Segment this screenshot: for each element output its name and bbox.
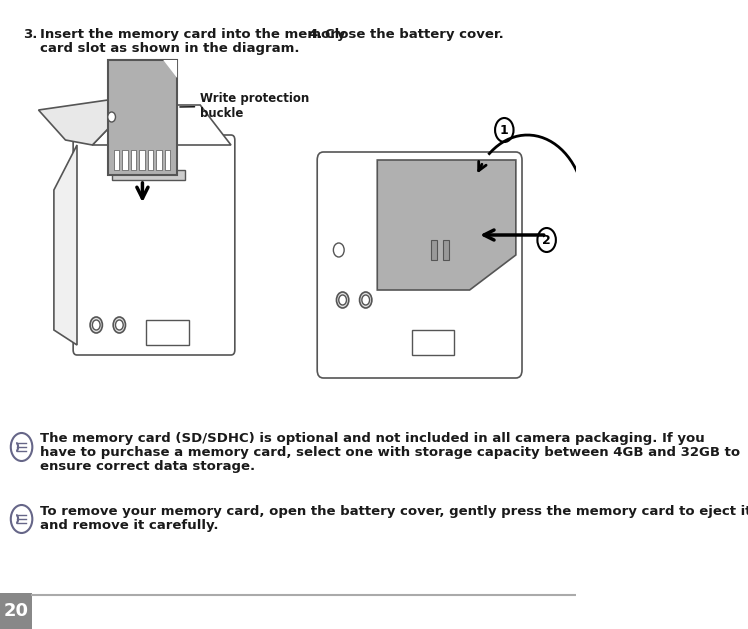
Polygon shape: [54, 145, 77, 345]
Circle shape: [93, 320, 100, 330]
Bar: [147, 320, 188, 345]
Circle shape: [337, 292, 349, 308]
Circle shape: [108, 112, 115, 122]
Text: 2: 2: [542, 235, 551, 247]
Bar: [139, 150, 145, 170]
Circle shape: [90, 317, 102, 333]
Bar: [148, 150, 153, 170]
Bar: [0, 593, 32, 629]
Text: Close the battery cover.: Close the battery cover.: [325, 28, 503, 41]
Polygon shape: [163, 60, 177, 78]
Text: To remove your memory card, open the battery cover, gently press the memory card: To remove your memory card, open the bat…: [40, 505, 748, 518]
Circle shape: [10, 433, 32, 461]
Bar: [156, 150, 162, 170]
Text: 4.: 4.: [308, 28, 322, 41]
Text: ensure correct data storage.: ensure correct data storage.: [40, 460, 255, 473]
Text: and remove it carefully.: and remove it carefully.: [40, 519, 218, 532]
Bar: [431, 240, 438, 260]
Bar: [131, 150, 136, 170]
Text: The memory card (SD/SDHC) is optional and not included in all camera packaging. : The memory card (SD/SDHC) is optional an…: [40, 432, 705, 445]
Circle shape: [113, 317, 126, 333]
Text: Insert the memory card into the memory: Insert the memory card into the memory: [40, 28, 346, 41]
Circle shape: [360, 292, 372, 308]
Bar: [108, 60, 177, 175]
Circle shape: [10, 505, 32, 533]
Text: Write protection
buckle: Write protection buckle: [180, 92, 310, 120]
Text: 1: 1: [500, 125, 509, 138]
Text: card slot as shown in the diagram.: card slot as shown in the diagram.: [40, 42, 299, 55]
Bar: [412, 330, 454, 355]
Polygon shape: [93, 105, 231, 145]
Text: 20: 20: [4, 602, 28, 620]
Circle shape: [339, 295, 346, 305]
Text: have to purchase a memory card, select one with storage capacity between 4GB and: have to purchase a memory card, select o…: [40, 446, 741, 459]
FancyBboxPatch shape: [73, 135, 235, 355]
Text: 3.: 3.: [23, 28, 37, 41]
Circle shape: [537, 228, 556, 252]
Bar: [111, 170, 185, 180]
Polygon shape: [38, 100, 131, 145]
Polygon shape: [377, 160, 516, 290]
Bar: [165, 150, 170, 170]
Circle shape: [334, 243, 344, 257]
Bar: [123, 150, 128, 170]
Circle shape: [362, 295, 370, 305]
Bar: [443, 240, 449, 260]
Circle shape: [495, 118, 514, 142]
Bar: [114, 150, 120, 170]
Circle shape: [115, 320, 123, 330]
FancyBboxPatch shape: [317, 152, 522, 378]
